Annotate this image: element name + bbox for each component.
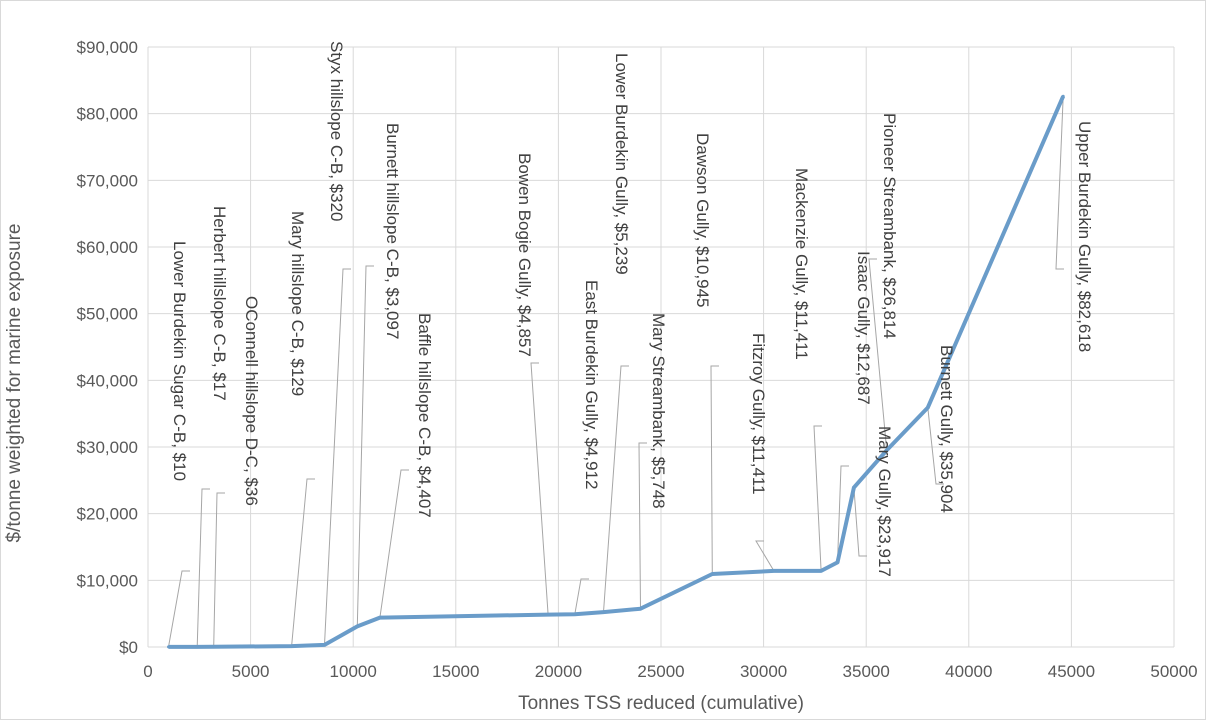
y-tick-label: $40,000 [77,371,138,390]
data-label: Lower Burdekin Gully, $5,239 [612,53,631,275]
data-label: Mary hillslope C-B, $129 [288,211,307,396]
series [167,94,1066,649]
data-label: Lower Burdekin Sugar C-B, $10 [170,241,189,481]
leader-line [356,265,374,627]
leader-line [603,365,629,613]
data-label: Pioneer Streambank, $26,814 [880,113,899,339]
data-point [546,613,550,617]
data-point [212,645,216,649]
leader-line [530,362,549,615]
data-label: East Burdekin Gully, $4,912 [582,280,601,489]
x-tick-label: 10000 [330,662,377,681]
data-label: Styx hillslope C-B, $320 [327,41,346,221]
leader-line [1055,96,1064,270]
data-point [323,643,326,647]
leader-line [837,465,849,563]
data-point [852,486,856,490]
y-tick-label: $90,000 [77,38,138,57]
y-tick-label: $30,000 [77,438,138,457]
x-tick-label: 25000 [637,662,684,681]
data-label: Upper Burdekin Gully, $82,618 [1075,121,1094,352]
data-label: Baffle hillslope C-B, $4,407 [415,313,434,518]
data-point [290,644,294,648]
leader-line [291,478,315,647]
x-tick-label: 15000 [432,662,479,681]
data-label: Dawson Gully, $10,945 [693,133,712,308]
leader-line [868,258,888,451]
x-tick-label: 5000 [232,662,270,681]
data-point [602,610,605,614]
leader-line [213,492,225,647]
x-tick-label: 50000 [1150,662,1197,681]
x-tick-label: 20000 [535,662,582,681]
y-tick-label: $60,000 [77,238,138,257]
data-label: OConnell hillslope D-C, $36 [242,296,261,506]
data-label: Burnett Gully, $35,904 [937,345,956,513]
leader-line [927,407,944,485]
data-label: Herbert hillslope C-B, $17 [210,206,229,401]
leader-line [853,487,867,557]
y-tick-label: $10,000 [77,571,138,590]
data-point [167,645,170,649]
y-tick-label: $20,000 [77,505,138,524]
annotation-labels: Lower Burdekin Sugar C-B, $10 Herbert hil… [170,41,1094,577]
axes: 0 5000 10000 15000 20000 25000 30000 35000 40000… [77,38,1198,681]
leader-line [324,268,351,645]
y-axis-title: $/tonne weighted for marine exposure [4,224,25,543]
leader-line [813,425,822,571]
x-tick-label: 30000 [740,662,787,681]
y-tick-label: $50,000 [77,305,138,324]
x-tick-label: 45000 [1048,662,1095,681]
data-label: Fitzroy Gully, $11,411 [749,333,768,495]
data-point [819,569,823,573]
data-point [639,607,642,611]
y-tick-label: $70,000 [77,171,138,190]
data-point [195,645,199,649]
y-tick-label: $80,000 [77,105,138,124]
data-point [772,569,776,573]
data-point [836,560,839,564]
x-tick-label: 0 [143,662,152,681]
data-label: Burnett hillslope C-B, $3,097 [383,123,402,339]
data-label: Isaac Gully, $12,687 [854,251,873,405]
data-point [573,612,577,616]
leader-line [638,442,647,609]
leader-line [379,469,409,618]
data-point [885,448,889,452]
x-tick-label: 40000 [945,662,992,681]
data-label: Bowen Bogie Gully, $4,857 [515,153,534,357]
data-label: Mary Gully, $23,917 [875,426,894,577]
data-label: Mary Streambank, $5,748 [649,313,668,509]
leader-line [574,578,589,615]
leader-line [710,365,719,575]
data-point [1061,94,1065,98]
leader-line [168,570,190,647]
annotation-leaders [168,96,1064,647]
data-point [378,616,382,620]
data-point [355,624,359,628]
leader-line [755,540,775,572]
leader-line [196,488,210,647]
x-axis-title: Tonnes TSS reduced (cumulative) [518,693,804,714]
data-point [926,406,930,410]
data-point [710,572,714,576]
x-tick-label: 35000 [843,662,890,681]
data-label: Mackenzie Gully, $11,411 [792,168,811,360]
y-tick-label: $0 [119,638,138,657]
